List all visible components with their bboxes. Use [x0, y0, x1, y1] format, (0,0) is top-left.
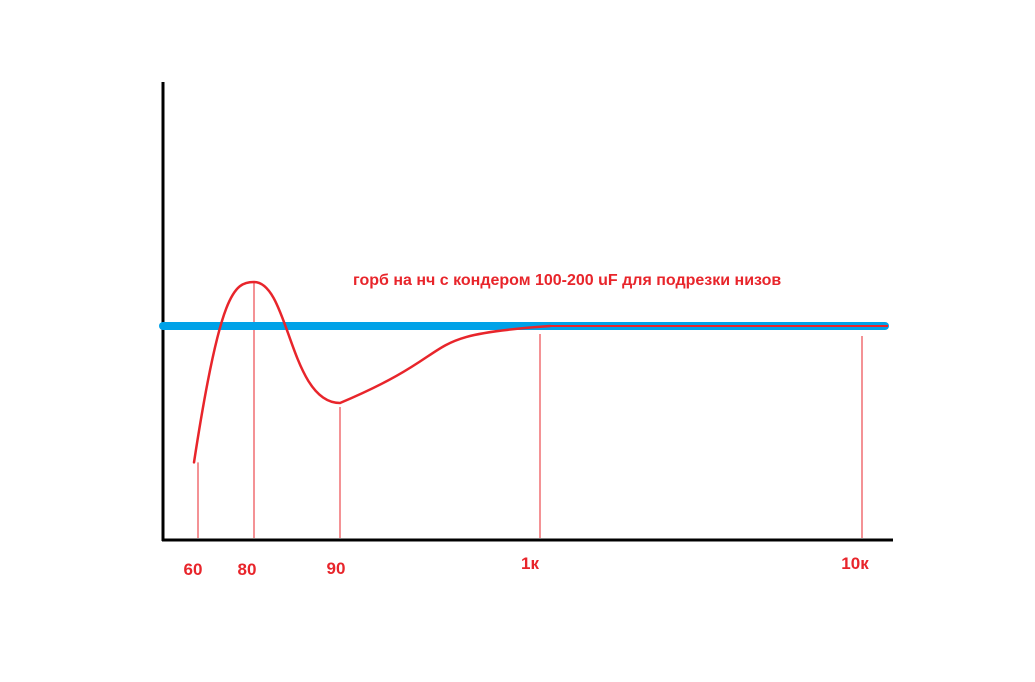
- x-tick-label: 1к: [521, 554, 539, 573]
- x-tick-labels: 60 80 90 1к 10к: [184, 554, 870, 579]
- response-curve: [192, 280, 552, 464]
- x-tick-label: 10к: [841, 554, 869, 573]
- x-tick-label: 60: [184, 560, 203, 579]
- x-tick-label: 90: [327, 559, 346, 578]
- annotation-text: горб на нч с кондером 100-200 uF для под…: [353, 272, 781, 289]
- frequency-markers: [197, 282, 863, 538]
- x-tick-label: 80: [238, 560, 257, 579]
